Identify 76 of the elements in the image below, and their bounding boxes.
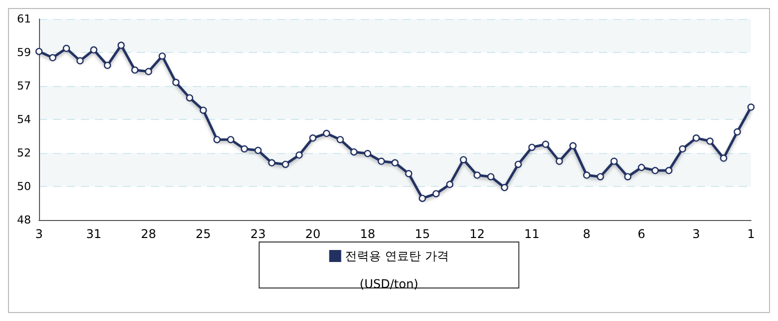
y-tick-label: 54 (17, 113, 31, 126)
x-tick-label: 31 (86, 227, 102, 241)
point (309, 134, 316, 142)
point (131, 66, 138, 74)
point (186, 94, 194, 102)
x-tick-label: 15 (414, 227, 430, 241)
point (144, 68, 152, 76)
point (734, 128, 741, 136)
point (405, 170, 412, 178)
point (90, 46, 98, 54)
point (254, 146, 262, 154)
x-tick-label: 1 (747, 227, 755, 241)
point (391, 159, 399, 166)
point (350, 148, 358, 156)
point (227, 136, 234, 144)
y-tick-label: 48 (17, 214, 31, 226)
point (596, 173, 604, 180)
point (583, 172, 590, 179)
point (213, 136, 221, 144)
point (474, 172, 481, 179)
x-tick-label: 6 (638, 227, 646, 241)
y-tick-label: 52 (17, 146, 31, 160)
point (624, 173, 632, 180)
point (569, 142, 577, 150)
x-tick-label: 8 (582, 227, 591, 241)
point (240, 145, 248, 152)
x-tick-label: 20 (305, 227, 320, 241)
point (104, 62, 112, 69)
point (610, 158, 618, 165)
y-tick-label: 59 (17, 46, 31, 59)
x-tick-label: 3 (692, 227, 700, 241)
x-tick-label: 23 (250, 227, 266, 241)
point (720, 154, 728, 162)
point (500, 184, 508, 192)
x-tick-label: 18 (360, 227, 376, 241)
point (747, 104, 755, 111)
point (665, 166, 672, 174)
point (378, 158, 385, 165)
point (158, 52, 166, 60)
x-tick-label: 3 (35, 227, 43, 241)
point (638, 164, 646, 172)
point (652, 166, 659, 174)
point (678, 145, 686, 152)
point (35, 48, 43, 56)
y-tick-label: 57 (17, 80, 31, 92)
point (282, 160, 290, 168)
point (528, 144, 536, 151)
point (76, 57, 84, 64)
point (706, 138, 714, 145)
x-tick-label: 28 (140, 227, 156, 241)
point (418, 194, 426, 202)
y-tick-label: 50 (17, 180, 31, 193)
point (49, 54, 56, 62)
point (200, 106, 207, 114)
text: (USD/ton) (360, 277, 418, 291)
point (268, 159, 276, 166)
point (432, 190, 440, 198)
point (487, 173, 494, 180)
x-tick-label: 11 (524, 227, 540, 241)
point (118, 42, 125, 49)
point (514, 160, 522, 168)
point (364, 150, 372, 158)
x-tick-label: 12 (470, 227, 485, 241)
legend-label: 전력용 연료탄 가격 (345, 249, 449, 263)
point (62, 44, 70, 52)
x-tick-label: 25 (196, 227, 211, 241)
point (542, 140, 550, 148)
point (172, 78, 180, 86)
point (322, 130, 330, 138)
y-tick-label: 61 (17, 12, 31, 26)
point (460, 156, 468, 164)
point (296, 151, 303, 159)
point (446, 180, 454, 188)
point (336, 136, 344, 144)
point (556, 158, 563, 165)
point (692, 134, 700, 142)
